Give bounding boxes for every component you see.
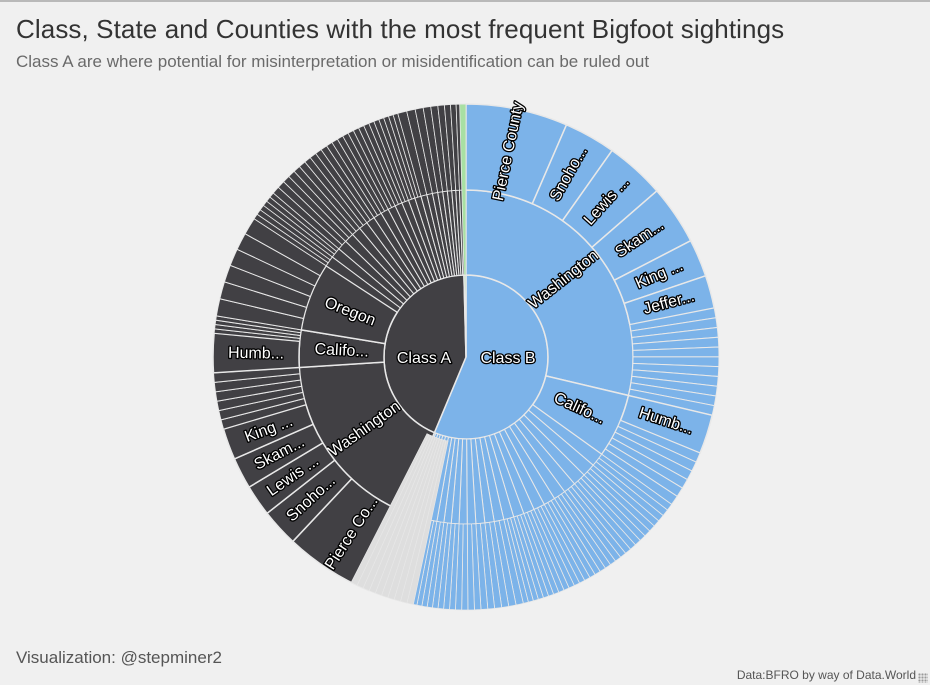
- class-a-label: Class A: [397, 350, 452, 367]
- visualization-credit: Visualization: @stepminer2: [16, 648, 222, 667]
- data-source: Data:BFRO by way of Data.World: [736, 668, 916, 682]
- chart-title: Class, State and Counties with the most …: [16, 14, 785, 44]
- resize-grip-icon[interactable]: [918, 673, 928, 683]
- class-b-label: Class B: [480, 350, 535, 367]
- class-a-state-california-label: Califo...: [314, 341, 369, 361]
- chart-subtitle: Class A are where potential for misinter…: [16, 52, 650, 71]
- small-segment-wedge[interactable]: [350, 433, 430, 586]
- class-c-outer-segment[interactable]: [459, 103, 467, 276]
- class-a-state-california-county-humboldt-county-label: Humb...: [228, 345, 284, 363]
- top-divider: [0, 0, 930, 2]
